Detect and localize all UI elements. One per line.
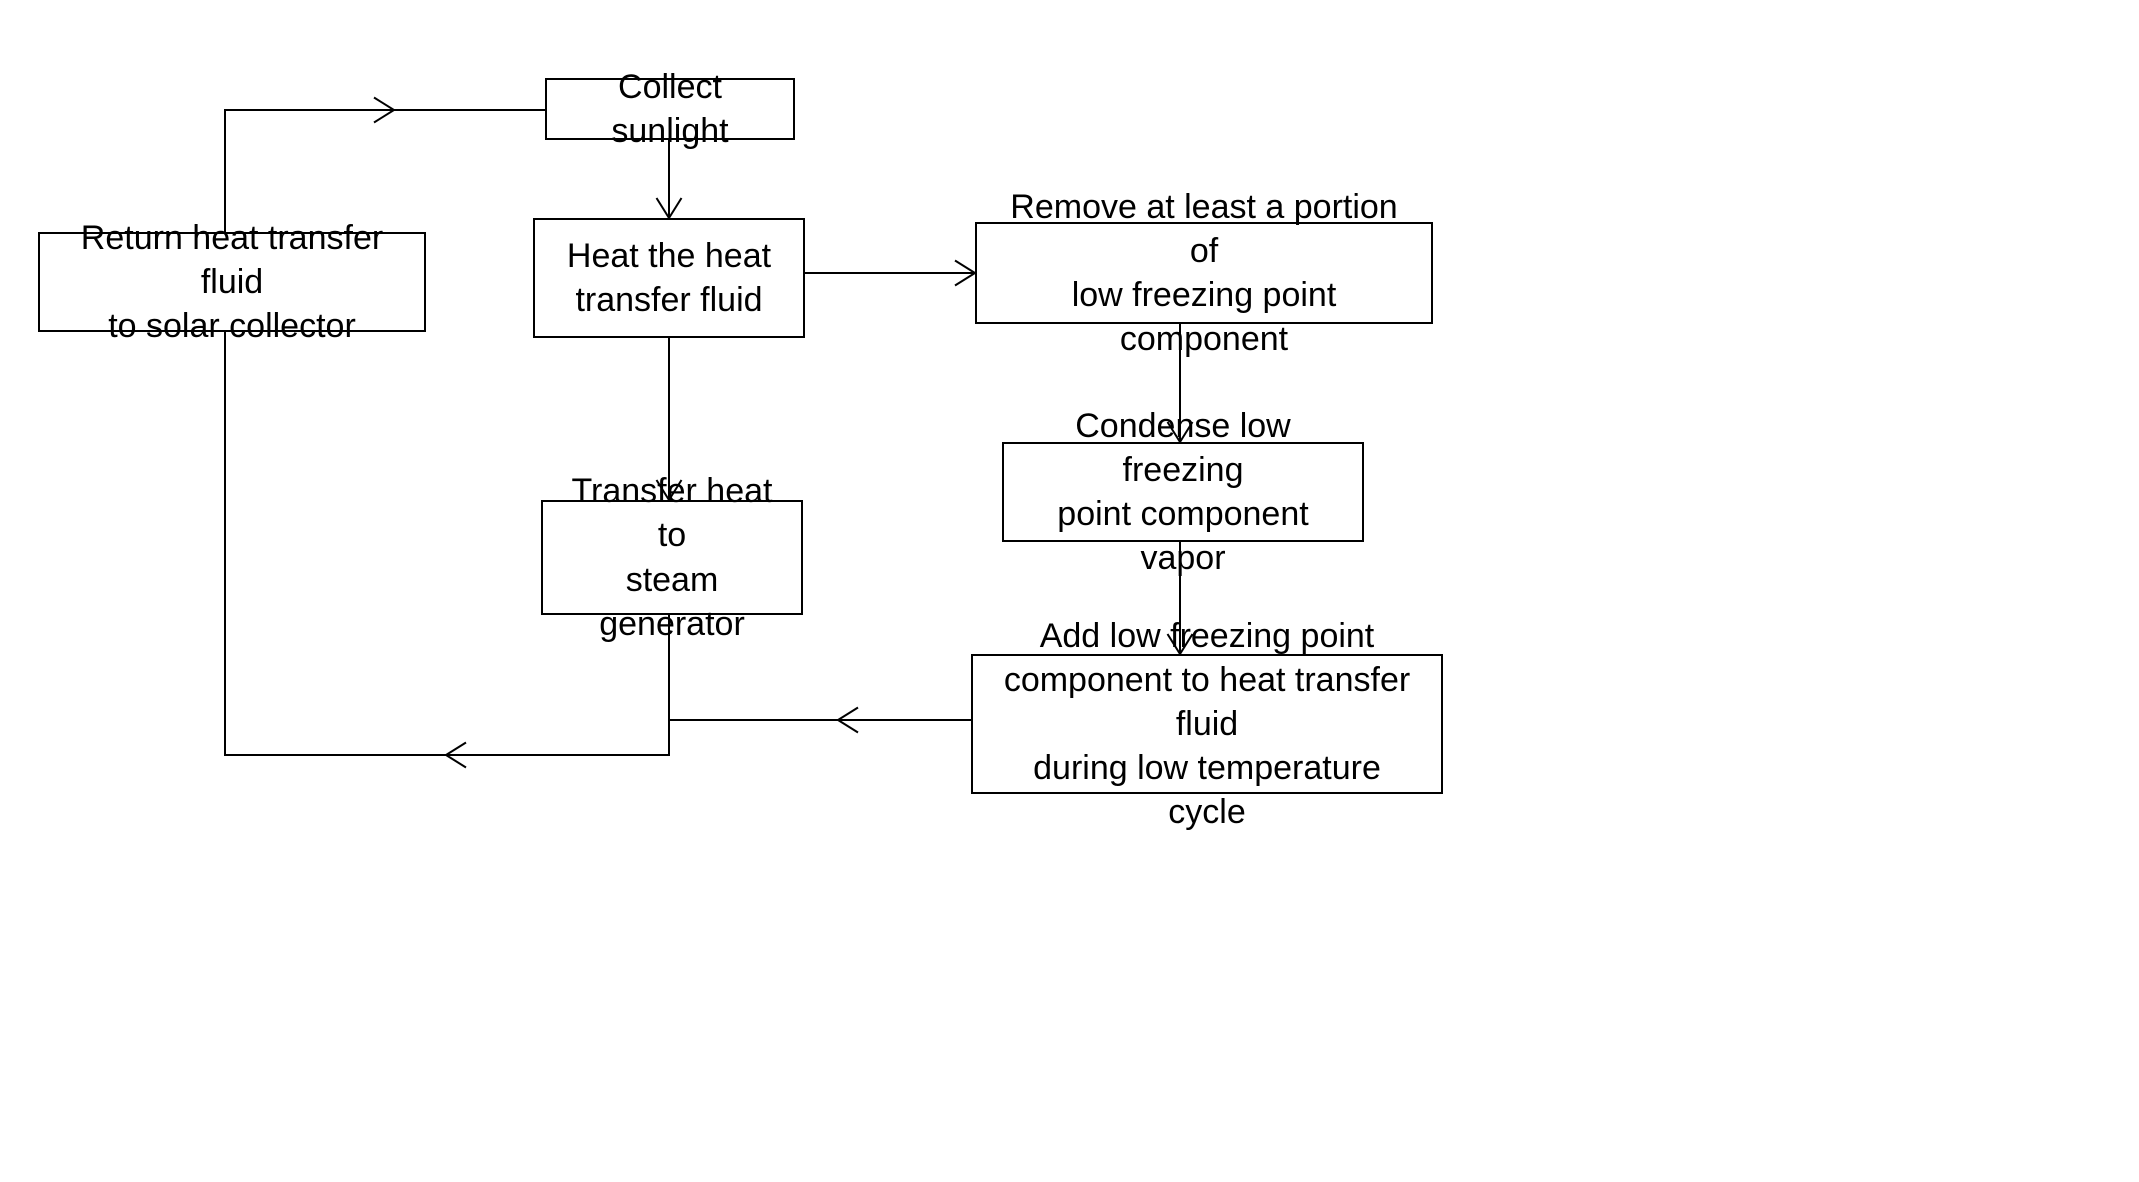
node-condense-vapor: Condense low freezingpoint component vap…	[1002, 442, 1364, 542]
node-return-fluid: Return heat transfer fluidto solar colle…	[38, 232, 426, 332]
flowchart-canvas: Collect sunlight Heat the heattransfer f…	[0, 0, 2139, 1182]
node-remove-component: Remove at least a portion oflow freezing…	[975, 222, 1433, 324]
node-label: Add low freezing pointcomponent to heat …	[993, 614, 1421, 835]
connectors-svg	[0, 0, 2139, 1182]
node-transfer-steam: Transfer heat tosteam generator	[541, 500, 803, 615]
node-label: Return heat transfer fluidto solar colle…	[60, 216, 404, 349]
node-collect-sunlight: Collect sunlight	[545, 78, 795, 140]
node-add-component: Add low freezing pointcomponent to heat …	[971, 654, 1443, 794]
node-heat-transfer-fluid: Heat the heattransfer fluid	[533, 218, 805, 338]
node-label: Collect sunlight	[567, 65, 773, 153]
node-label: Heat the heattransfer fluid	[567, 234, 771, 322]
node-label: Condense low freezingpoint component vap…	[1024, 404, 1342, 581]
node-label: Remove at least a portion oflow freezing…	[997, 185, 1411, 362]
node-label: Transfer heat tosteam generator	[563, 469, 781, 646]
